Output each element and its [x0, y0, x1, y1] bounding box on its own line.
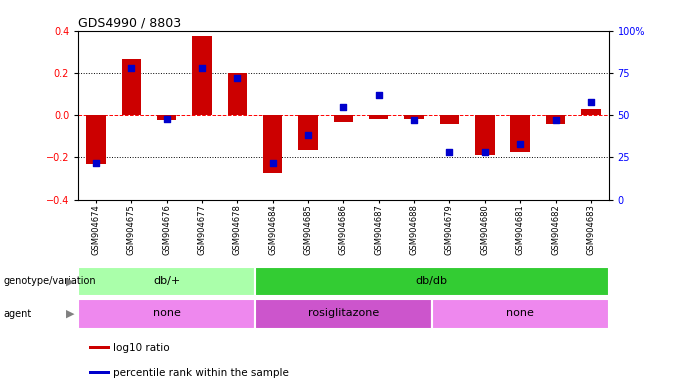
Point [479, 149, 490, 156]
Point [550, 117, 561, 123]
Text: ▶: ▶ [66, 309, 74, 319]
Text: db/+: db/+ [153, 276, 180, 286]
Bar [546, 115, 565, 124]
Text: log10 ratio: log10 ratio [113, 343, 170, 353]
Bar [432, 299, 609, 329]
Text: GDS4990 / 8803: GDS4990 / 8803 [78, 17, 182, 30]
Text: none: none [153, 308, 180, 318]
Point [303, 132, 313, 139]
Point [161, 116, 172, 122]
Text: genotype/variation: genotype/variation [3, 276, 96, 286]
Bar [440, 115, 459, 124]
Text: ▶: ▶ [66, 276, 74, 286]
Point [197, 65, 207, 71]
Text: db/db: db/db [415, 276, 448, 286]
Bar [89, 346, 109, 349]
Bar [157, 115, 176, 121]
Text: rosiglitazone: rosiglitazone [308, 308, 379, 318]
Text: percentile rank within the sample: percentile rank within the sample [113, 367, 289, 378]
Point [126, 65, 137, 71]
Bar [78, 266, 255, 296]
Bar [228, 73, 247, 115]
Bar [78, 299, 255, 329]
Bar [299, 115, 318, 150]
Point [444, 149, 455, 156]
Text: none: none [507, 308, 534, 318]
Bar [255, 299, 432, 329]
Bar [86, 115, 105, 164]
Bar [369, 115, 388, 119]
Bar [263, 115, 282, 173]
Point [585, 99, 596, 105]
Bar [192, 36, 211, 115]
Text: agent: agent [3, 309, 32, 319]
Bar [122, 59, 141, 115]
Point [232, 75, 243, 81]
Bar [405, 115, 424, 119]
Point [515, 141, 526, 147]
Point [267, 159, 278, 166]
Bar [475, 115, 494, 155]
Point [409, 117, 420, 123]
Bar [334, 115, 353, 121]
Point [373, 92, 384, 98]
Bar [89, 371, 109, 374]
Point [90, 159, 101, 166]
Bar [581, 109, 600, 115]
Point [338, 104, 349, 110]
Bar [255, 266, 609, 296]
Bar [511, 115, 530, 152]
